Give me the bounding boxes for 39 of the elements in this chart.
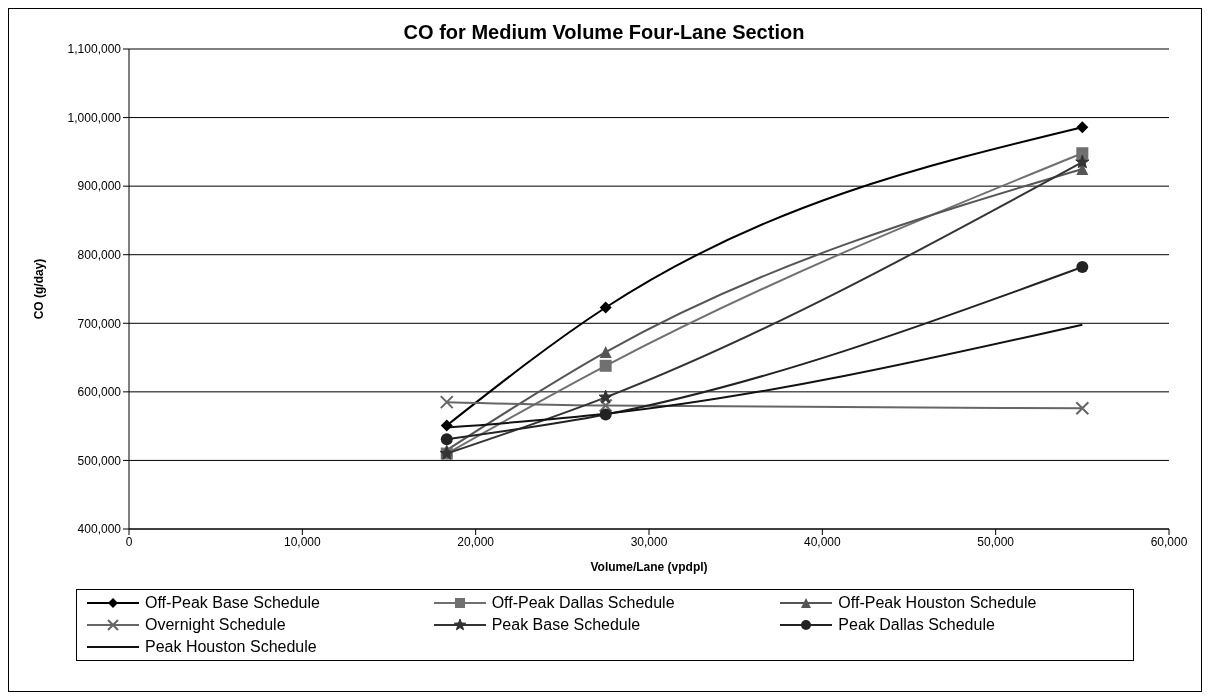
x-tick-label: 10,000	[283, 534, 322, 549]
point	[1075, 401, 1090, 416]
y-tick-label: 1,000,000	[67, 110, 122, 125]
x-tick-label: 60,000	[1150, 534, 1188, 549]
point	[440, 419, 453, 432]
legend-label: Off-Peak Dallas Schedule	[491, 594, 675, 612]
point	[1076, 261, 1089, 274]
chart-title: CO for Medium Volume Four-Lane Section	[403, 21, 805, 43]
point	[598, 389, 613, 404]
y-tick-label: 800,000	[77, 247, 122, 262]
x-tick-label: 50,000	[977, 534, 1015, 549]
x-tick-label: 30,000	[630, 534, 668, 549]
point	[599, 346, 612, 359]
y-tick-label: 500,000	[77, 453, 122, 468]
y-tick-label: 400,000	[77, 522, 122, 537]
x-tick-label: 20,000	[457, 534, 495, 549]
legend-label: Off-Peak Base Schedule	[145, 594, 320, 612]
point	[599, 408, 612, 421]
point	[599, 301, 612, 314]
point	[440, 433, 453, 446]
legend-label: Peak Base Schedule	[491, 616, 641, 634]
point	[1075, 154, 1090, 169]
y-axis-title: CO (g/day)	[32, 258, 47, 320]
point	[439, 395, 454, 410]
x-tick-label: 40,000	[803, 534, 842, 549]
legend-label: Peak Houston Schedule	[145, 638, 317, 656]
legend-label: Overnight Schedule	[145, 616, 286, 634]
point	[598, 398, 613, 413]
legend-label: Peak Dallas Schedule	[838, 616, 995, 634]
x-tick-label: 0	[125, 534, 133, 549]
y-tick-label: 600,000	[77, 385, 122, 400]
point	[599, 359, 612, 372]
y-tick-label: 900,000	[77, 179, 122, 194]
point	[1076, 147, 1089, 160]
legend-label: Off-Peak Houston Schedule	[838, 594, 1037, 612]
x-axis-title: Volume/Lane (vpdpl)	[590, 560, 708, 574]
y-tick-label: 1,100,000	[67, 42, 122, 57]
y-tick-label: 700,000	[77, 316, 122, 331]
point	[1076, 121, 1089, 134]
